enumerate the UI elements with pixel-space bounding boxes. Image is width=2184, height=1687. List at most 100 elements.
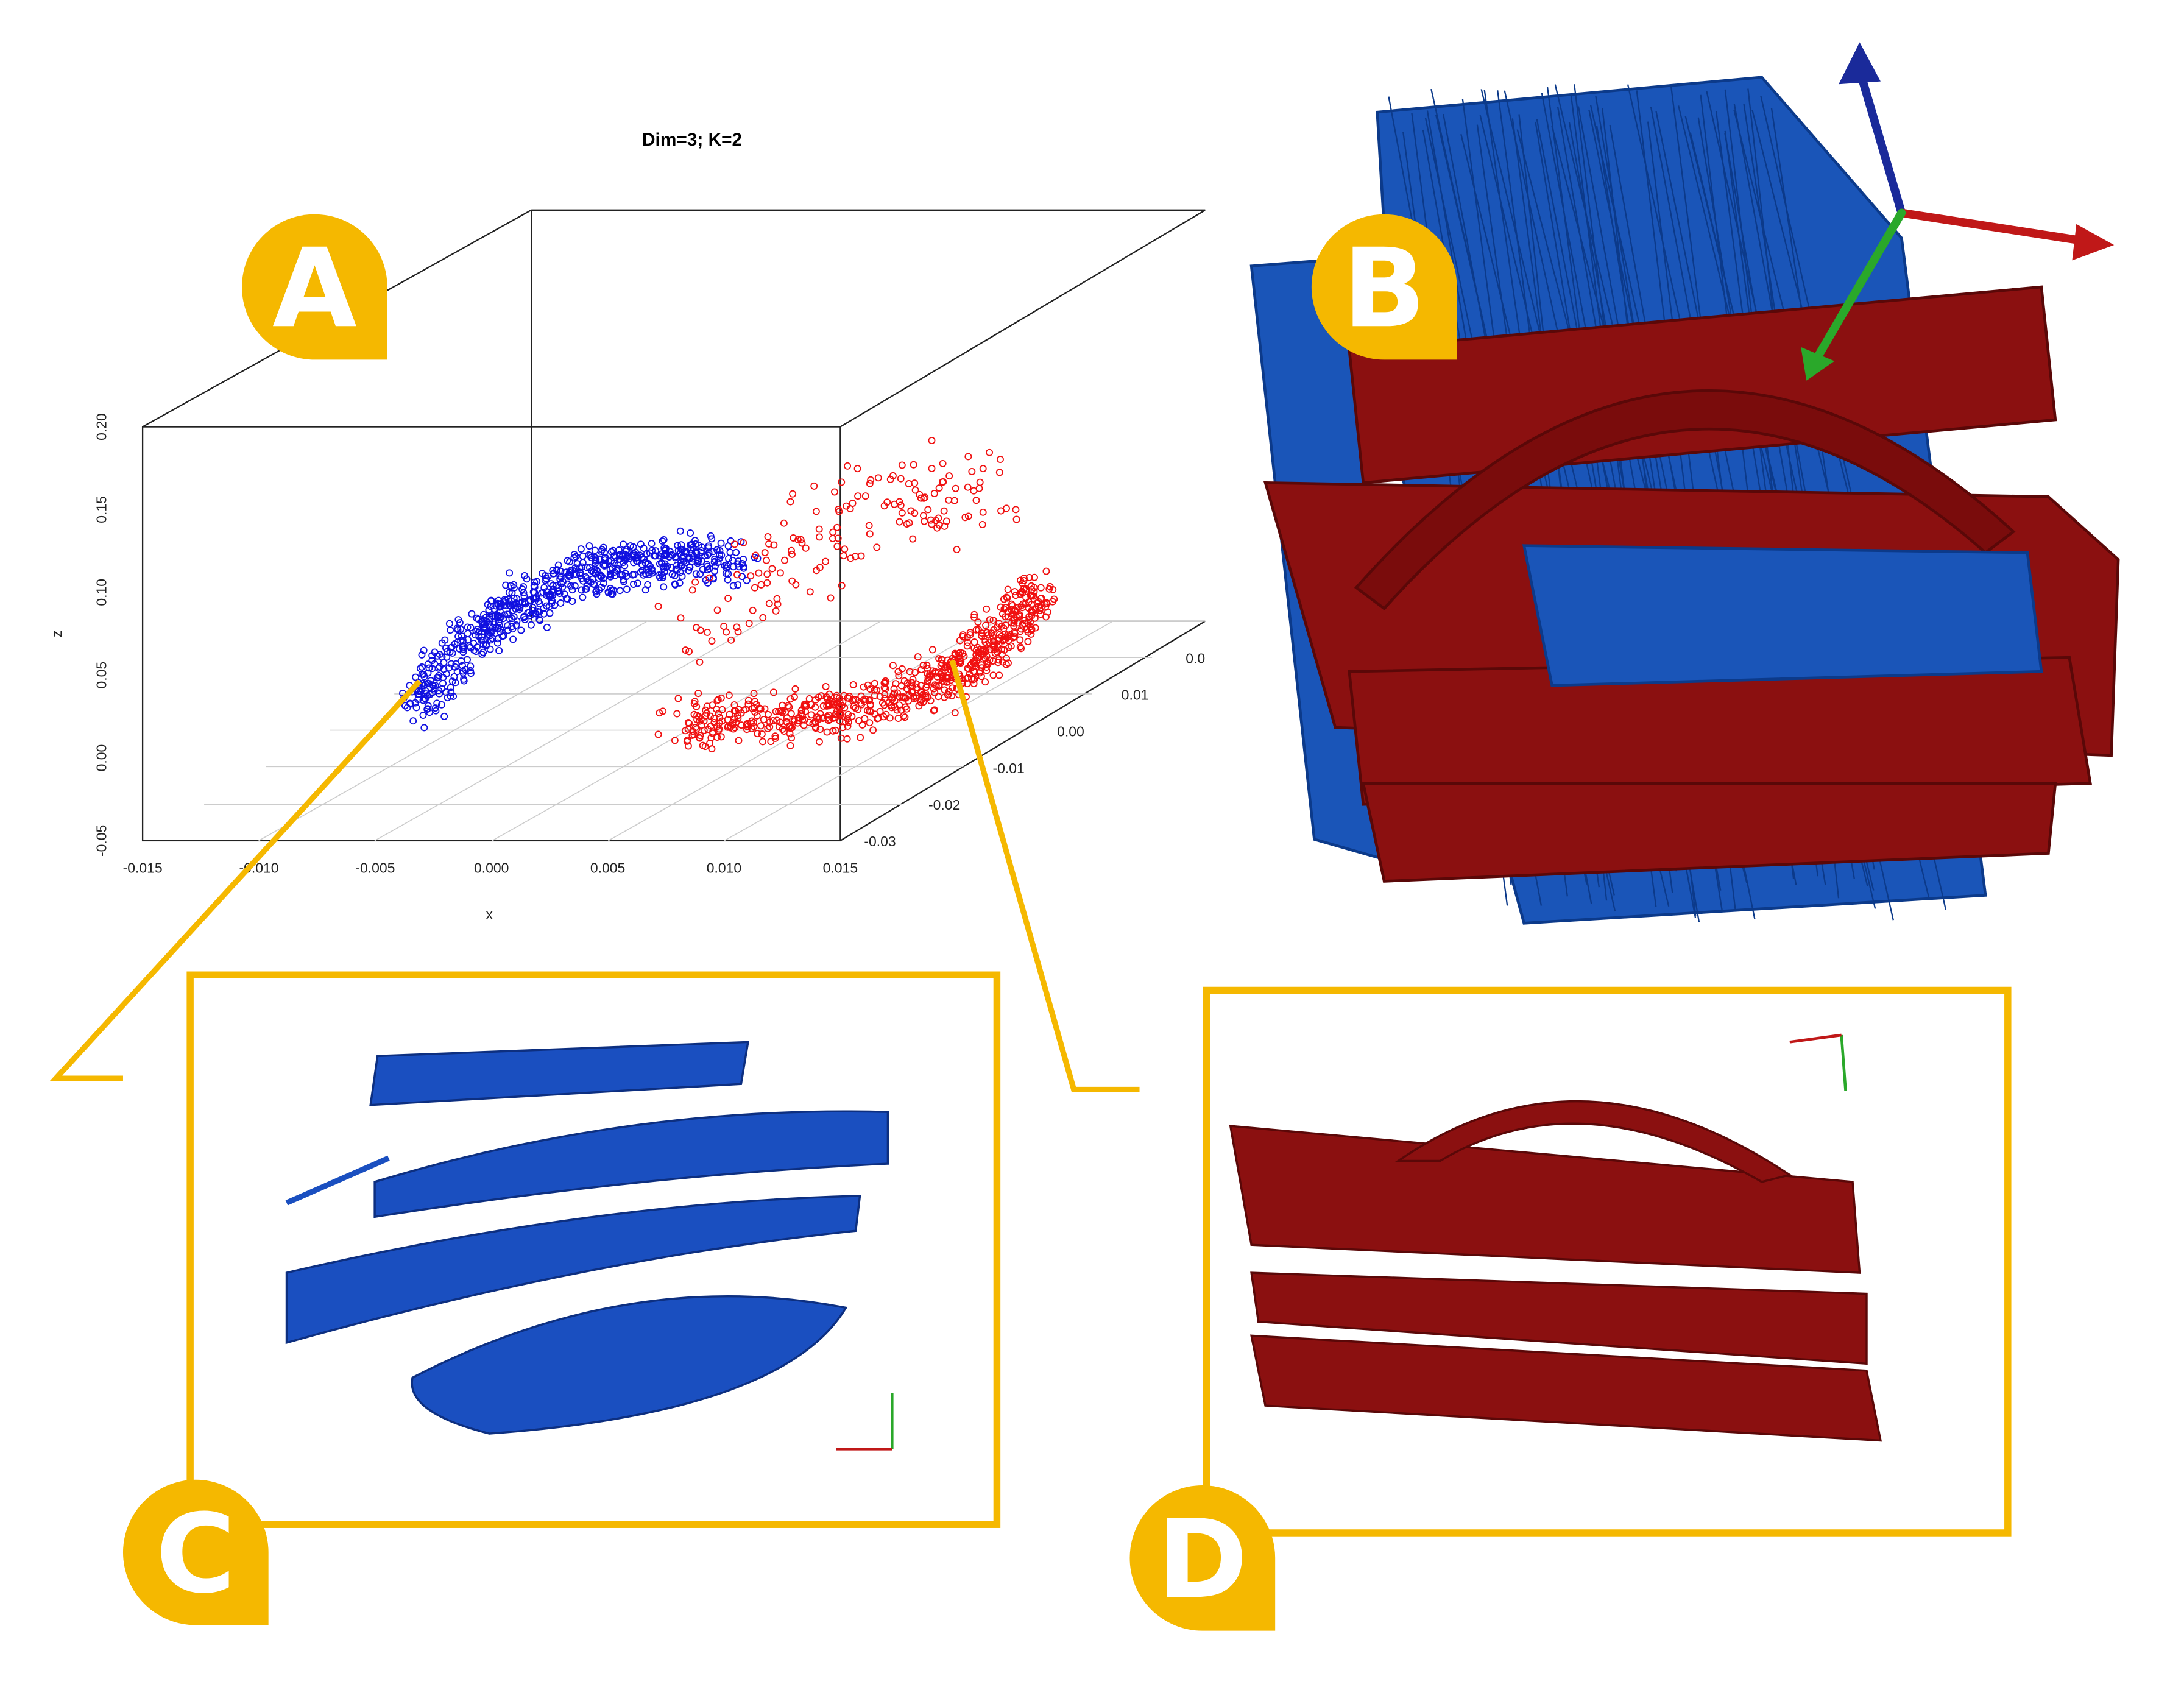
point bbox=[829, 534, 836, 542]
point bbox=[939, 478, 947, 486]
point bbox=[965, 665, 973, 673]
point bbox=[964, 512, 972, 520]
point bbox=[415, 690, 423, 698]
point bbox=[964, 638, 972, 646]
point bbox=[440, 712, 448, 720]
point bbox=[977, 673, 985, 681]
point bbox=[945, 472, 953, 480]
badge-a: A bbox=[242, 214, 387, 360]
point bbox=[493, 639, 501, 647]
point bbox=[1025, 573, 1033, 581]
point bbox=[734, 714, 742, 722]
point bbox=[724, 716, 732, 724]
point bbox=[819, 715, 827, 723]
point bbox=[871, 691, 878, 699]
point bbox=[468, 610, 476, 618]
point bbox=[964, 453, 972, 461]
point bbox=[671, 737, 679, 744]
point bbox=[677, 541, 685, 549]
point bbox=[1025, 615, 1033, 623]
point bbox=[931, 689, 939, 697]
point bbox=[467, 662, 475, 670]
point bbox=[922, 691, 930, 699]
point bbox=[981, 678, 989, 686]
point bbox=[592, 559, 599, 567]
point bbox=[541, 576, 549, 584]
point bbox=[689, 727, 696, 735]
point bbox=[562, 595, 570, 603]
point bbox=[981, 655, 989, 663]
point bbox=[857, 734, 864, 741]
point bbox=[770, 541, 778, 549]
badge-d: D bbox=[1129, 1485, 1276, 1631]
point bbox=[812, 723, 820, 731]
point bbox=[849, 696, 857, 704]
point bbox=[944, 691, 952, 699]
point bbox=[765, 540, 773, 548]
point bbox=[737, 721, 745, 729]
point bbox=[495, 621, 503, 629]
point bbox=[607, 590, 615, 598]
point bbox=[1020, 585, 1028, 593]
point bbox=[579, 593, 587, 601]
point bbox=[779, 726, 786, 733]
panel-label: B bbox=[1343, 225, 1426, 352]
point bbox=[703, 702, 711, 710]
point bbox=[494, 600, 502, 608]
point bbox=[493, 614, 501, 622]
point bbox=[759, 738, 766, 746]
point bbox=[724, 576, 732, 584]
point bbox=[978, 521, 986, 528]
point bbox=[822, 557, 830, 565]
point bbox=[939, 459, 947, 467]
point bbox=[1045, 585, 1053, 593]
point bbox=[1019, 600, 1027, 608]
point bbox=[896, 693, 903, 701]
point bbox=[683, 737, 691, 745]
point bbox=[931, 681, 939, 689]
point bbox=[568, 586, 576, 594]
badge-b: B bbox=[1311, 214, 1457, 360]
point bbox=[802, 544, 810, 552]
point bbox=[1000, 605, 1008, 613]
point bbox=[582, 573, 590, 581]
point bbox=[797, 536, 805, 543]
point bbox=[433, 674, 441, 682]
point bbox=[826, 696, 834, 704]
point bbox=[764, 532, 772, 540]
axis-gizmo bbox=[836, 1393, 894, 1451]
panel-a: Dim=3; K=2 x z -0.015 -0.010 -0.005 0.000 0.… bbox=[49, 130, 1206, 922]
point bbox=[676, 527, 684, 535]
point bbox=[866, 479, 874, 487]
point bbox=[714, 559, 722, 567]
point bbox=[691, 537, 699, 545]
point bbox=[517, 626, 525, 634]
point bbox=[715, 719, 723, 727]
point bbox=[562, 568, 570, 576]
point bbox=[919, 662, 927, 670]
point bbox=[1003, 593, 1011, 601]
point bbox=[704, 544, 712, 552]
z-tick-label: 0.10 bbox=[93, 579, 109, 606]
point bbox=[433, 652, 441, 660]
point bbox=[904, 685, 911, 693]
point bbox=[998, 610, 1006, 618]
point bbox=[424, 702, 432, 710]
point bbox=[991, 649, 999, 657]
point bbox=[917, 682, 925, 690]
point bbox=[972, 626, 980, 634]
point bbox=[535, 608, 543, 616]
point bbox=[761, 549, 769, 557]
point bbox=[811, 696, 819, 704]
point bbox=[871, 686, 878, 694]
point bbox=[917, 695, 925, 703]
point bbox=[418, 663, 426, 671]
point bbox=[927, 516, 935, 524]
point bbox=[989, 657, 997, 665]
point bbox=[666, 548, 674, 556]
point bbox=[818, 692, 825, 700]
point bbox=[750, 690, 758, 698]
point bbox=[930, 707, 938, 715]
point bbox=[678, 572, 686, 580]
point bbox=[834, 534, 842, 542]
